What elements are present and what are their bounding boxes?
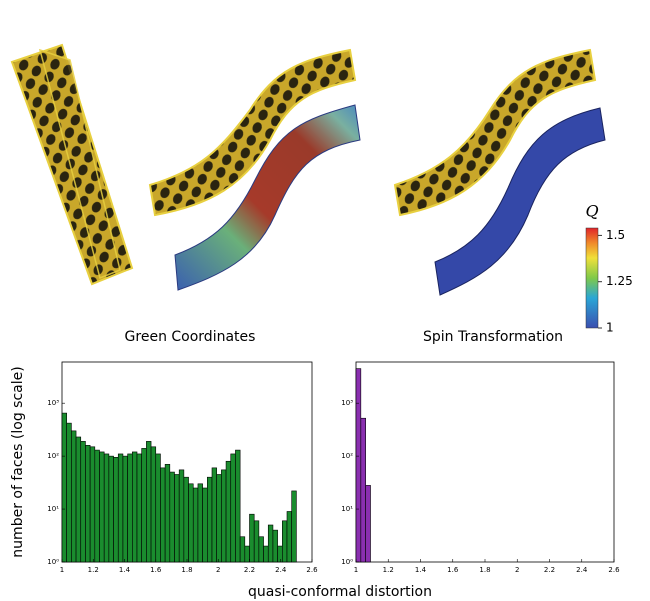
x-tick-label: 2.6: [608, 566, 620, 574]
y-tick-label: 10³: [47, 399, 59, 407]
bar: [197, 483, 203, 563]
bar: [160, 467, 166, 563]
colorbar-tick-label: 1.25: [606, 274, 633, 288]
bar: [225, 460, 232, 563]
bar: [113, 457, 119, 563]
bar: [164, 464, 171, 563]
x-tick-label: 1: [354, 566, 358, 574]
x-tick-label: 1.6: [447, 566, 459, 574]
bar: [174, 474, 180, 563]
bar: [94, 449, 100, 563]
bar: [291, 490, 297, 563]
y-tick-label: 10¹: [341, 505, 353, 513]
bar: [258, 536, 264, 563]
y-tick-label: 10²: [47, 452, 59, 460]
bar: [103, 453, 110, 563]
bar: [132, 451, 138, 563]
bar: [202, 487, 208, 563]
renderings: [10, 43, 606, 296]
x-tick-label: 1: [60, 566, 64, 574]
y-tick-label: 10³: [341, 399, 353, 407]
bar: [136, 453, 142, 563]
bar: [360, 417, 366, 563]
colorbar: [585, 227, 599, 329]
bar: [99, 451, 105, 563]
x-tick-label: 1.8: [181, 566, 192, 574]
bar: [155, 453, 161, 563]
x-tick-label: 2.2: [544, 566, 555, 574]
colorbar-tick-label: 1: [606, 321, 614, 335]
bar: [230, 453, 236, 563]
caption: Spin Transformation: [423, 329, 563, 345]
x-tick-label: 2.4: [576, 566, 588, 574]
bar: [244, 545, 250, 563]
bar: [263, 545, 269, 563]
x-tick-label: 1.8: [479, 566, 490, 574]
bar: [169, 471, 175, 563]
x-tick-label: 2: [216, 566, 220, 574]
x-tick-label: 2.4: [275, 566, 287, 574]
y-tick-label: 10⁰: [47, 558, 59, 566]
bar: [207, 476, 213, 563]
caption: Green Coordinates: [125, 329, 256, 345]
x-tick-label: 1.4: [415, 566, 427, 574]
bar: [80, 441, 86, 563]
bar: [85, 445, 91, 563]
bar: [192, 487, 199, 563]
bar: [66, 422, 72, 563]
x-tick-label: 1.6: [150, 566, 162, 574]
y-axis-label: number of faces (log scale): [10, 366, 26, 557]
bar: [286, 511, 292, 563]
bar: [239, 536, 246, 563]
bar: [178, 469, 185, 563]
bar: [211, 467, 217, 563]
plot-frame: [355, 361, 615, 563]
bar: [108, 455, 114, 563]
y-tick-label: 10²: [341, 452, 353, 460]
bar: [355, 368, 362, 563]
bar: [127, 453, 133, 563]
bar: [365, 485, 371, 563]
bar: [141, 448, 147, 563]
x-tick-label: 2.2: [244, 566, 255, 574]
bar: [183, 476, 189, 563]
bar: [272, 529, 278, 563]
bar: [71, 430, 77, 563]
x-tick-label: 1.2: [383, 566, 394, 574]
bar: [146, 441, 152, 563]
bar: [253, 520, 260, 563]
colorbar-tick-label: 1.5: [606, 228, 625, 242]
bar: [221, 469, 227, 563]
bar: [117, 453, 124, 563]
bar: [122, 455, 128, 563]
bar: [188, 483, 194, 563]
y-tick-label: 10⁰: [341, 558, 353, 566]
y-tick-label: 10¹: [47, 505, 59, 513]
bar: [249, 513, 255, 563]
x-tick-label: 2.6: [306, 566, 318, 574]
bar: [150, 446, 157, 563]
bar: [282, 520, 288, 563]
bar: [75, 436, 82, 563]
bar: [267, 524, 274, 563]
colorbar-label: Q: [585, 202, 598, 221]
x-tick-label: 1.2: [88, 566, 99, 574]
x-axis-label: quasi-conformal distortion: [248, 584, 432, 600]
x-tick-label: 1.4: [119, 566, 131, 574]
bar: [89, 446, 96, 563]
bar: [216, 474, 222, 563]
bar: [61, 412, 67, 563]
bar: [277, 545, 283, 563]
x-tick-label: 2: [515, 566, 519, 574]
bar: [235, 449, 241, 563]
